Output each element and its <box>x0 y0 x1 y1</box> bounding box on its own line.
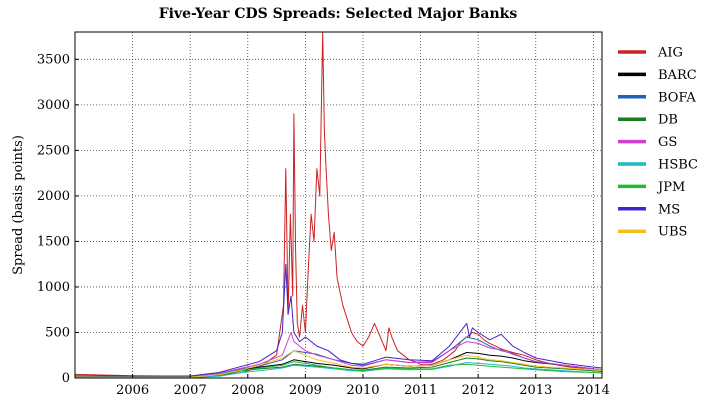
y-tick-label: 1500 <box>37 234 70 249</box>
x-axis-ticks: 2006 2007 2008 2009 2010 2011 2012 2013 2014 <box>116 374 610 398</box>
x-tick-label: 2011 <box>404 383 437 398</box>
series-line-ubs <box>74 350 603 378</box>
series-line-aig <box>74 31 603 377</box>
y-tick-label: 500 <box>45 325 70 340</box>
legend-item-ubs: UBS <box>618 225 687 240</box>
legend-label: GS <box>658 135 677 150</box>
legend-item-db: DB <box>618 113 678 128</box>
x-tick-label: 2012 <box>462 383 495 398</box>
x-tick-label: 2010 <box>346 383 379 398</box>
series-line-jpm <box>74 361 603 378</box>
legend-label: DB <box>658 113 678 128</box>
legend-item-bofa: BOFA <box>618 90 696 105</box>
x-tick-label: 2014 <box>577 383 610 398</box>
grid-lines <box>75 32 602 378</box>
series-line-ms <box>74 263 603 377</box>
y-tick-label: 3000 <box>37 98 70 113</box>
series-lines <box>74 31 603 378</box>
chart-title: Five-Year CDS Spreads: Selected Major Ba… <box>159 6 518 22</box>
y-tick-label: 3500 <box>37 52 70 67</box>
legend-label: HSBC <box>658 158 698 173</box>
legend-item-ms: MS <box>618 202 680 217</box>
legend-item-hsbc: HSBC <box>618 158 698 173</box>
legend-item-barc: BARC <box>618 68 697 83</box>
legend-label: UBS <box>658 225 687 240</box>
x-tick-label: 2013 <box>519 383 552 398</box>
y-tick-label: 2500 <box>37 143 70 158</box>
legend-item-jpm: JPM <box>618 180 685 195</box>
series-line-hsbc <box>74 362 603 378</box>
y-tick-label: 0 <box>62 371 70 386</box>
x-tick-label: 2006 <box>116 383 149 398</box>
legend-label: AIG <box>657 46 683 61</box>
legend-label: BOFA <box>658 90 696 105</box>
legend-label: BARC <box>658 68 697 83</box>
legend-label: MS <box>658 202 680 217</box>
y-tick-label: 1000 <box>37 280 70 295</box>
y-axis-ticks: 0 500 1000 1500 2000 2500 3000 3500 <box>37 52 79 386</box>
legend-label: JPM <box>656 180 685 195</box>
y-tick-label: 2000 <box>37 189 70 204</box>
legend: AIG BARC BOFA DB GS HSBC JPM MS UBS <box>618 46 698 240</box>
series-line-bofa <box>74 336 603 378</box>
y-axis-label: Spread (basis points) <box>11 135 26 275</box>
x-tick-label: 2008 <box>231 383 264 398</box>
plot-frame <box>74 31 603 379</box>
x-tick-label: 2009 <box>289 383 322 398</box>
legend-item-gs: GS <box>618 135 677 150</box>
legend-item-aig: AIG <box>618 46 683 61</box>
series-line-gs <box>74 332 603 377</box>
x-tick-label: 2007 <box>174 383 207 398</box>
